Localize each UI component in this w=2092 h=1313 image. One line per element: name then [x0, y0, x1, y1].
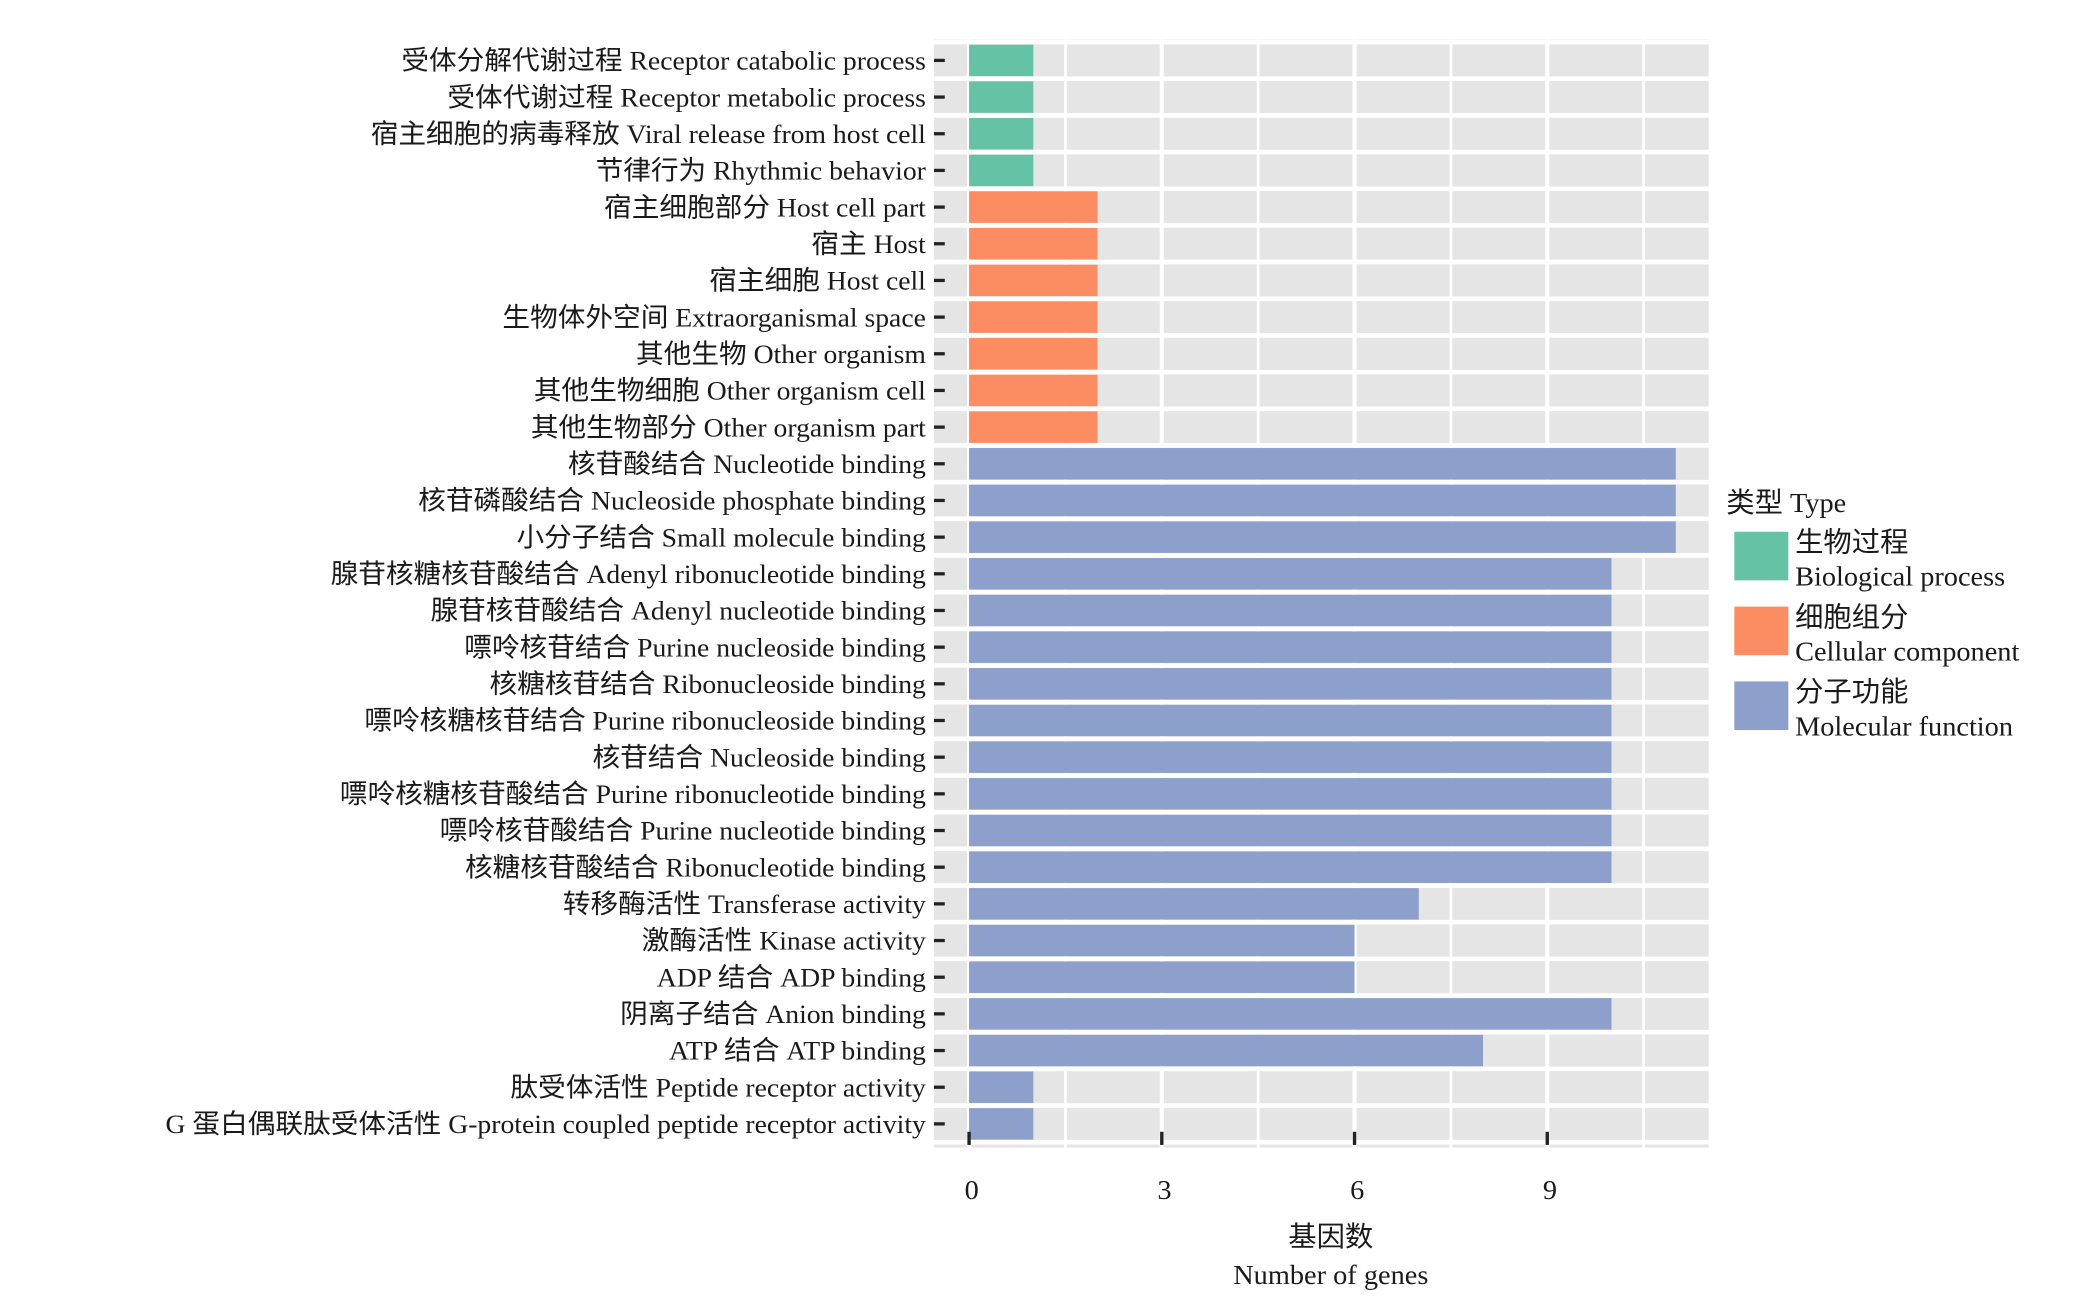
bar — [969, 411, 1098, 443]
legend-swatch — [1734, 606, 1789, 656]
grid-lines — [933, 39, 1709, 1148]
bar — [969, 961, 1355, 993]
y-tick-label: 核糖核苷结合 Ribonucleoside binding — [490, 669, 927, 699]
bar — [969, 154, 1034, 187]
y-tick-label: 生物体外空间 Extraorganismal space — [502, 303, 925, 333]
legend-label: Molecular function — [1795, 712, 2013, 743]
legend-label-cn: 生物过程 — [1795, 527, 1908, 559]
bar — [969, 374, 1098, 407]
bar — [969, 81, 1034, 113]
legend-swatch — [1734, 531, 1789, 581]
y-tick-label: 核苷磷酸结合 Nucleoside phosphate binding — [418, 486, 926, 516]
x-tick-label: 0 — [965, 1175, 979, 1206]
y-tick-label: 宿主细胞的病毒释放 Viral release from host cell — [371, 119, 927, 149]
bar — [969, 594, 1612, 627]
y-tick-label: 受体分解代谢过程 Receptor catabolic process — [401, 46, 926, 76]
bar — [969, 778, 1612, 810]
legend-label: Biological process — [1795, 562, 2005, 593]
bar — [969, 448, 1676, 480]
bar — [969, 851, 1612, 883]
y-axis-labels: 受体分解代谢过程 Receptor catabolic process 受体代谢过… — [166, 46, 945, 1139]
bar — [969, 301, 1098, 333]
y-tick-label: 嘌呤核苷结合 Purine nucleoside binding — [464, 633, 926, 663]
y-tick-label: 嘌呤核糖核苷结合 Purine ribonucleoside binding — [364, 706, 926, 736]
bar — [969, 741, 1612, 773]
x-tick-label: 3 — [1157, 1175, 1171, 1206]
y-tick-label: 腺苷核糖核苷酸结合 Adenyl ribonucleotide binding — [331, 559, 927, 589]
bar — [969, 924, 1355, 957]
x-axis: 0 3 6 9 — [965, 1131, 1557, 1206]
y-tick-label: 转移酶活性 Transferase activity — [563, 889, 926, 919]
bar — [969, 888, 1419, 920]
legend-label-cn: 细胞组分 — [1795, 602, 1908, 634]
bar — [969, 44, 1034, 77]
y-tick-label: 宿主细胞 Host cell — [709, 266, 926, 296]
y-tick-label: 核苷结合 Nucleoside binding — [593, 743, 927, 773]
legend-label: Cellular component — [1795, 637, 2019, 668]
y-tick-label: ADP 结合 ADP binding — [657, 963, 927, 993]
legend-label-cn: 分子功能 — [1795, 676, 1908, 708]
y-tick-label: 其他生物部分 Other organism part — [531, 413, 926, 443]
x-tick-label: 6 — [1350, 1175, 1364, 1206]
x-axis-title: Number of genes — [1233, 1260, 1428, 1291]
y-tick-label: 嘌呤核糖核苷酸结合 Purine ribonucleotide binding — [340, 779, 926, 809]
y-tick-label: 节律行为 Rhythmic behavior — [596, 156, 926, 186]
x-axis-title-cn: 基因数 — [1288, 1221, 1373, 1253]
y-tick-label: 小分子结合 Small molecule binding — [516, 523, 926, 553]
bar — [969, 484, 1676, 517]
bar — [969, 704, 1612, 737]
y-tick-label: 其他生物细胞 Other organism cell — [534, 376, 926, 406]
bar — [969, 117, 1034, 150]
y-tick-label: 其他生物 Other organism — [636, 339, 926, 369]
y-tick-label: 核苷酸结合 Nucleotide binding — [568, 449, 926, 479]
bar — [969, 521, 1676, 553]
y-tick-label: 宿主 Host — [811, 229, 926, 259]
y-tick-label: 激酶活性 Kinase activity — [642, 926, 927, 956]
y-tick-label: ATP 结合 ATP binding — [669, 1036, 926, 1066]
y-tick-label: 嘌呤核苷酸结合 Purine nucleotide binding — [440, 816, 927, 846]
bar — [969, 228, 1098, 260]
bar — [969, 998, 1612, 1030]
bar — [969, 631, 1612, 663]
y-tick-label: G 蛋白偶联肽受体活性 G-protein coupled peptide re… — [166, 1109, 927, 1139]
y-tick-label: 宿主细胞部分 Host cell part — [604, 193, 926, 223]
legend-swatch — [1734, 681, 1789, 731]
bar — [969, 1108, 1034, 1140]
y-tick-label: 阴离子结合 Anion binding — [620, 999, 926, 1029]
bar — [969, 338, 1098, 370]
x-tick-label: 9 — [1543, 1175, 1557, 1206]
bars — [969, 44, 1676, 1140]
bar — [969, 191, 1098, 223]
bar — [969, 1071, 1034, 1103]
legend-title: 类型 Type — [1726, 487, 1846, 519]
bar — [969, 264, 1098, 297]
bar — [969, 1034, 1484, 1067]
y-tick-label: 腺苷核苷酸结合 Adenyl nucleotide binding — [430, 596, 926, 626]
bar — [969, 814, 1612, 847]
y-tick-label: 肽受体活性 Peptide receptor activity — [510, 1073, 926, 1103]
y-tick-label: 核糖核苷酸结合 Ribonucleotide binding — [465, 853, 926, 883]
y-tick-label: 受体代谢过程 Receptor metabolic process — [447, 83, 925, 113]
bar — [969, 558, 1612, 590]
bar — [969, 668, 1612, 700]
